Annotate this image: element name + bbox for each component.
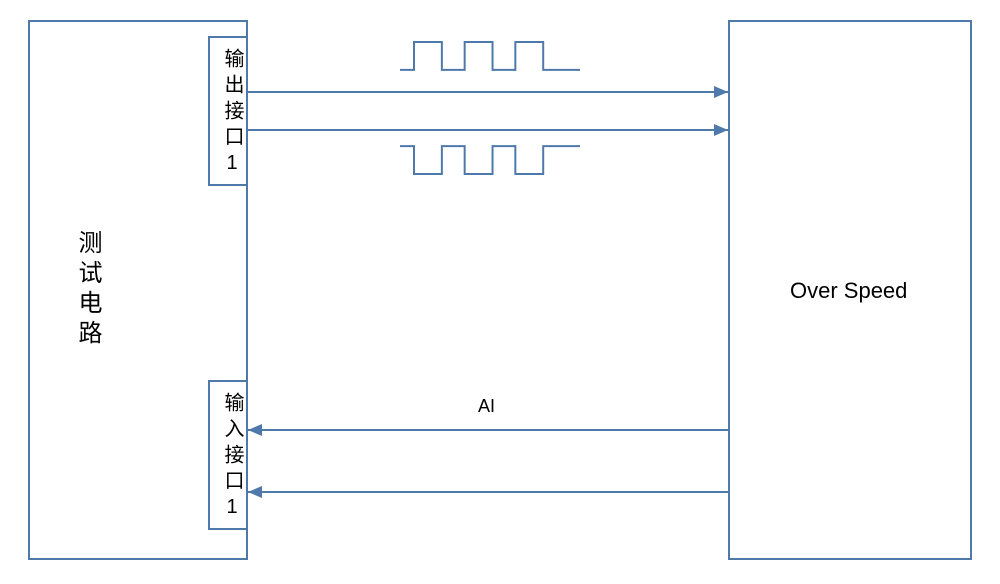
arrow-out-1 — [248, 86, 728, 98]
waveform-2 — [400, 146, 580, 174]
waveform-1 — [400, 42, 580, 70]
overlay-svg — [0, 0, 1000, 584]
arrow-in-2 — [248, 486, 728, 498]
diagram-canvas: 测试电路输出接口1输入接口1Over SpeedAI — [0, 0, 1000, 584]
arrow-in-1 — [248, 424, 728, 436]
arrow-out-2 — [248, 124, 728, 136]
